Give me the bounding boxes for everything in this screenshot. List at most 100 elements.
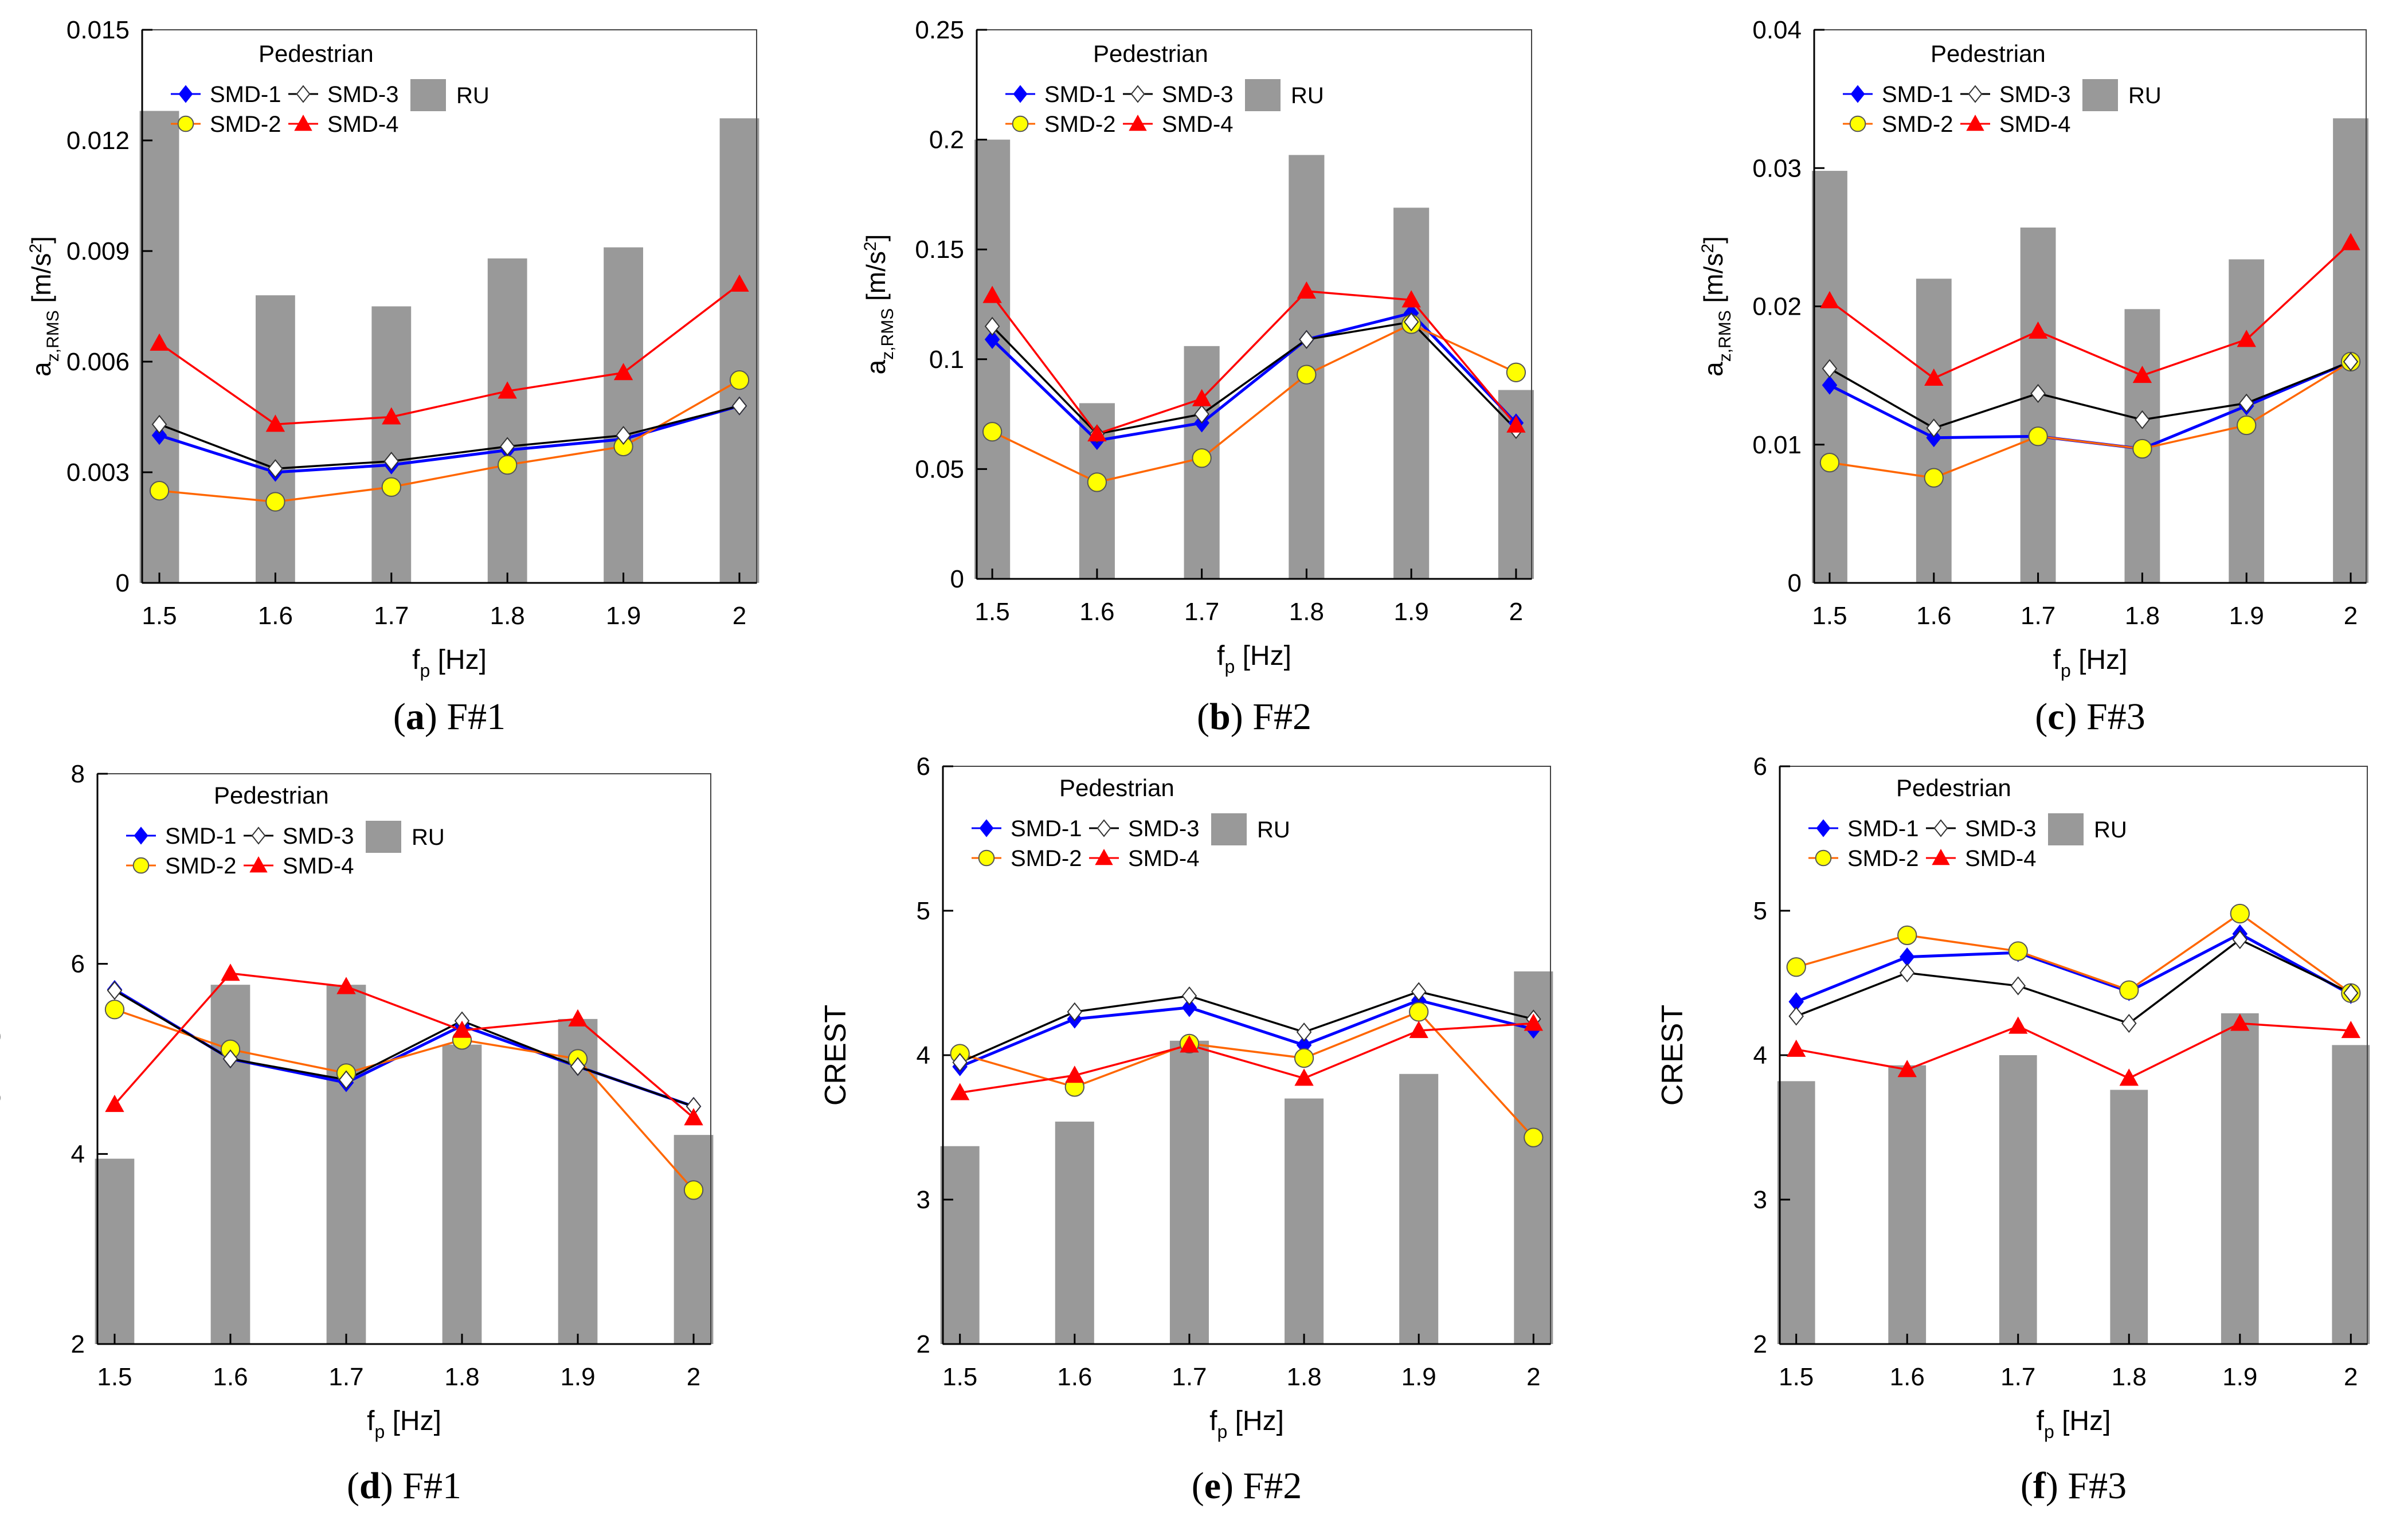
y-tick-label: 0.03 [1752, 154, 1802, 182]
panel-caption: (f) F#3 [2021, 1465, 2127, 1507]
y-tick-label: 2 [71, 1330, 85, 1358]
x-tick-label: 1.6 [258, 602, 293, 630]
y-label-unit: [m/s [861, 251, 891, 308]
caption-text: F#3 [2058, 1465, 2127, 1507]
x-tick-label: 1.9 [1401, 1363, 1436, 1391]
marker-smd-3 [2122, 1015, 2136, 1032]
legend-title: Pedestrian [259, 40, 374, 67]
legend-swatch-ru [2082, 79, 2118, 111]
legend-label: SMD-1 [1847, 816, 1918, 841]
y-tick-label: 0.012 [66, 127, 130, 155]
legend-label: SMD-3 [1128, 816, 1199, 841]
caption-paren: ) [1221, 1465, 1234, 1507]
y-tick-label: 3 [917, 1186, 930, 1214]
legend-label: RU [1291, 83, 1324, 108]
ru-bar [2221, 1013, 2259, 1344]
x-tick-label: 2 [2344, 602, 2358, 630]
series-line-smd-4 [960, 1024, 1534, 1093]
marker-smd-2 [1088, 473, 1106, 491]
chart-panel-b: 0 0.05 0.1 0.15 0.2 0.25 1.5 1.6 1.7 1.8 1.9 2 fp [H… [861, 16, 1534, 738]
ru-bar [604, 248, 643, 583]
caption-paren: ( [1192, 1465, 1204, 1507]
legend-label: SMD-1 [165, 824, 236, 849]
x-tick-label: 1.7 [328, 1363, 363, 1391]
ru-bar [371, 307, 411, 583]
legend-marker [1851, 86, 1864, 102]
x-tick-label: 1.5 [942, 1363, 977, 1391]
marker-smd-2 [2231, 904, 2249, 923]
y-axis-label: CREST [819, 1005, 852, 1106]
x-tick-label: 1.6 [1079, 598, 1114, 626]
x-label-main: f [1217, 641, 1225, 671]
series-line-smd-4 [115, 973, 694, 1118]
x-label-sub: p [420, 660, 430, 681]
marker-smd-2 [1507, 363, 1525, 382]
series-line-smd-4 [992, 291, 1516, 434]
marker-smd-2 [1409, 1002, 1428, 1021]
series-line-smd-1 [960, 1000, 1534, 1067]
chart-panel-f: 234561.5 1.6 1.7 1.8 1.9 2fp [Hz]CRESTPedestr… [1656, 753, 2370, 1507]
y-tick-label: 0 [116, 569, 130, 597]
x-label-main: f [2037, 1406, 2045, 1436]
legend-title: Pedestrian [1059, 774, 1174, 801]
y-tick-label: 6 [917, 753, 930, 781]
y-tick-label: 0.04 [1752, 16, 1802, 44]
caption-letter: c [2047, 696, 2064, 738]
ru-bar [2332, 1045, 2370, 1344]
x-tick-label: 2 [1526, 1363, 1540, 1391]
y-label-sub: z,RMS [44, 310, 62, 362]
panel-caption: (a) F#1 [393, 696, 506, 738]
series-line-smd-2 [1830, 362, 2351, 478]
legend-label: SMD-3 [1965, 816, 2036, 841]
panel-caption: (e) F#2 [1192, 1465, 1302, 1507]
x-tick-label: 1.8 [490, 602, 525, 630]
panel-caption: (b) F#2 [1197, 696, 1311, 738]
y-label-sup: 2 [1698, 244, 1717, 253]
legend-marker [1935, 820, 1947, 836]
x-tick-label: 1.7 [2021, 602, 2055, 630]
y-tick-label: 8 [71, 760, 85, 788]
legend-swatch-ru [366, 821, 401, 853]
marker-smd-4 [569, 1010, 586, 1026]
x-tick-label: 1.5 [1779, 1363, 1814, 1391]
ru-bar [95, 1159, 135, 1344]
caption-letter: b [1209, 696, 1231, 738]
series-line-smd-3 [1796, 939, 2351, 1023]
y-tick-label: 3 [1753, 1186, 1767, 1214]
marker-smd-4 [222, 965, 239, 980]
legend-label: RU [456, 83, 490, 108]
marker-smd-3 [1790, 1008, 1803, 1025]
marker-smd-2 [150, 481, 169, 500]
ru-bar [443, 1045, 482, 1344]
figure-canvas: 00.0030.0060.0090.0120.0151.5 1.6 1.7 1.8 1.… [0, 0, 2408, 1524]
y-tick-label: 6 [71, 950, 85, 978]
marker-smd-2 [1925, 469, 1943, 487]
marker-smd-3 [1183, 988, 1196, 1005]
ru-bar [1055, 1122, 1094, 1344]
legend-swatch-ru [1245, 79, 1281, 111]
ru-bar [1285, 1099, 1324, 1344]
x-tick-label: 1.8 [444, 1363, 479, 1391]
legend-title: Pedestrian [1896, 774, 2011, 801]
x-label-main: f [412, 645, 420, 675]
legend-label: SMD-3 [327, 82, 398, 107]
marker-smd-3 [1297, 1024, 1311, 1041]
x-tick-label: 1.9 [1394, 598, 1429, 626]
marker-smd-2 [1524, 1128, 1542, 1146]
x-tick-label: 1.8 [2125, 602, 2160, 630]
y-tick-label: 0.003 [66, 459, 130, 487]
legend-swatch-ru [410, 79, 446, 111]
ru-bar [327, 985, 366, 1344]
chart-panel-e: 234561.5 1.6 1.7 1.8 1.9 2fp [Hz]CRESTPedestr… [819, 753, 1553, 1507]
marker-smd-2 [730, 371, 749, 389]
marker-smd-4 [1788, 1041, 1805, 1056]
x-axis-label: fp [Hz] [2037, 1406, 2111, 1442]
x-tick-label: 1.6 [1890, 1363, 1925, 1391]
x-tick-label: 1.7 [1172, 1363, 1207, 1391]
marker-smd-2 [684, 1181, 703, 1199]
legend-label: RU [2094, 817, 2127, 843]
chart-panel-d: 24681.5 1.6 1.7 1.8 1.9 2fp [Hz]CRESTPedestri… [0, 760, 713, 1507]
ru-bar [1170, 1041, 1209, 1344]
caption-paren: ) [1231, 696, 1243, 738]
x-label-main: f [367, 1406, 375, 1436]
